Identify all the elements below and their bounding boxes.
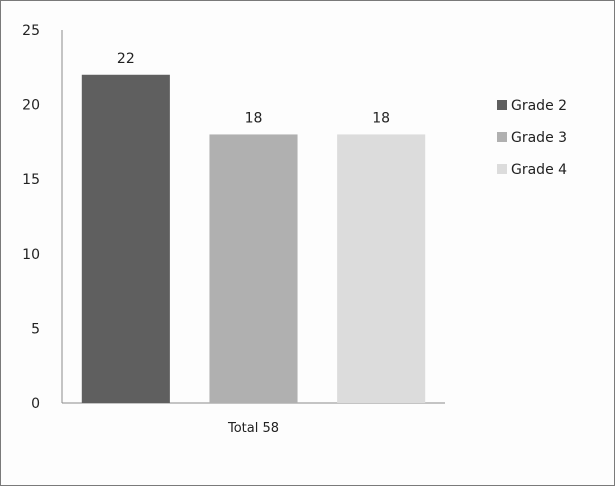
legend-swatch: [497, 100, 507, 110]
y-tick-label: 20: [22, 98, 40, 114]
bar-grade-4: [337, 134, 426, 403]
legend: Grade 2 Grade 3 Grade 4: [497, 98, 567, 178]
bar-grade-3: [209, 134, 298, 403]
bar-value-label: 18: [372, 110, 390, 126]
bar-value-label: 22: [117, 51, 135, 67]
x-category-label: Total 58: [227, 421, 279, 436]
bar-value-label: 18: [245, 110, 263, 126]
legend-swatch: [497, 164, 507, 174]
y-tick-label: 25: [22, 23, 40, 39]
x-axis: Total 58: [62, 402, 445, 436]
legend-swatch: [497, 132, 507, 142]
y-tick-label: 10: [22, 247, 40, 263]
bars: [81, 74, 426, 403]
legend-entry-label: Grade 3: [511, 130, 567, 146]
bar-grade-2: [81, 74, 170, 403]
y-tick-label: 0: [31, 396, 40, 412]
y-tick-label: 15: [22, 172, 40, 188]
data-labels: 22 18 18: [117, 51, 390, 127]
y-axis: 0 5 10 15 20 25: [22, 23, 63, 412]
legend-entry-label: Grade 2: [511, 98, 567, 114]
legend-entry-label: Grade 4: [511, 162, 567, 178]
y-tick-label: 5: [31, 321, 40, 337]
